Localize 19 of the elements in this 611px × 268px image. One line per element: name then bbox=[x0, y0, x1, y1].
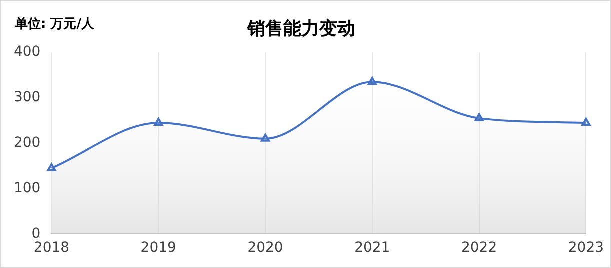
point bbox=[261, 134, 270, 142]
x-tick-label: 2023 bbox=[568, 240, 604, 256]
y-tick-label: 300 bbox=[14, 90, 41, 106]
y-tick-label: 200 bbox=[14, 135, 41, 152]
x-tick-label: 2022 bbox=[461, 240, 498, 256]
point bbox=[47, 163, 56, 172]
text: 单位: 万元/人 bbox=[15, 16, 94, 33]
x-tick-label: 2020 bbox=[248, 240, 284, 256]
point bbox=[582, 118, 591, 126]
y-tick-label: 0 bbox=[32, 226, 41, 242]
point bbox=[368, 77, 377, 86]
chart-title: 销售能力变动 bbox=[246, 18, 356, 40]
x-tick-label: 2019 bbox=[140, 240, 176, 256]
y-tick-label: 400 bbox=[14, 44, 41, 60]
point bbox=[474, 113, 484, 122]
point bbox=[154, 118, 164, 126]
x-tick-label: 2021 bbox=[354, 240, 390, 256]
x-tick-label: 2018 bbox=[34, 240, 70, 256]
y-tick-label: 100 bbox=[14, 180, 41, 196]
